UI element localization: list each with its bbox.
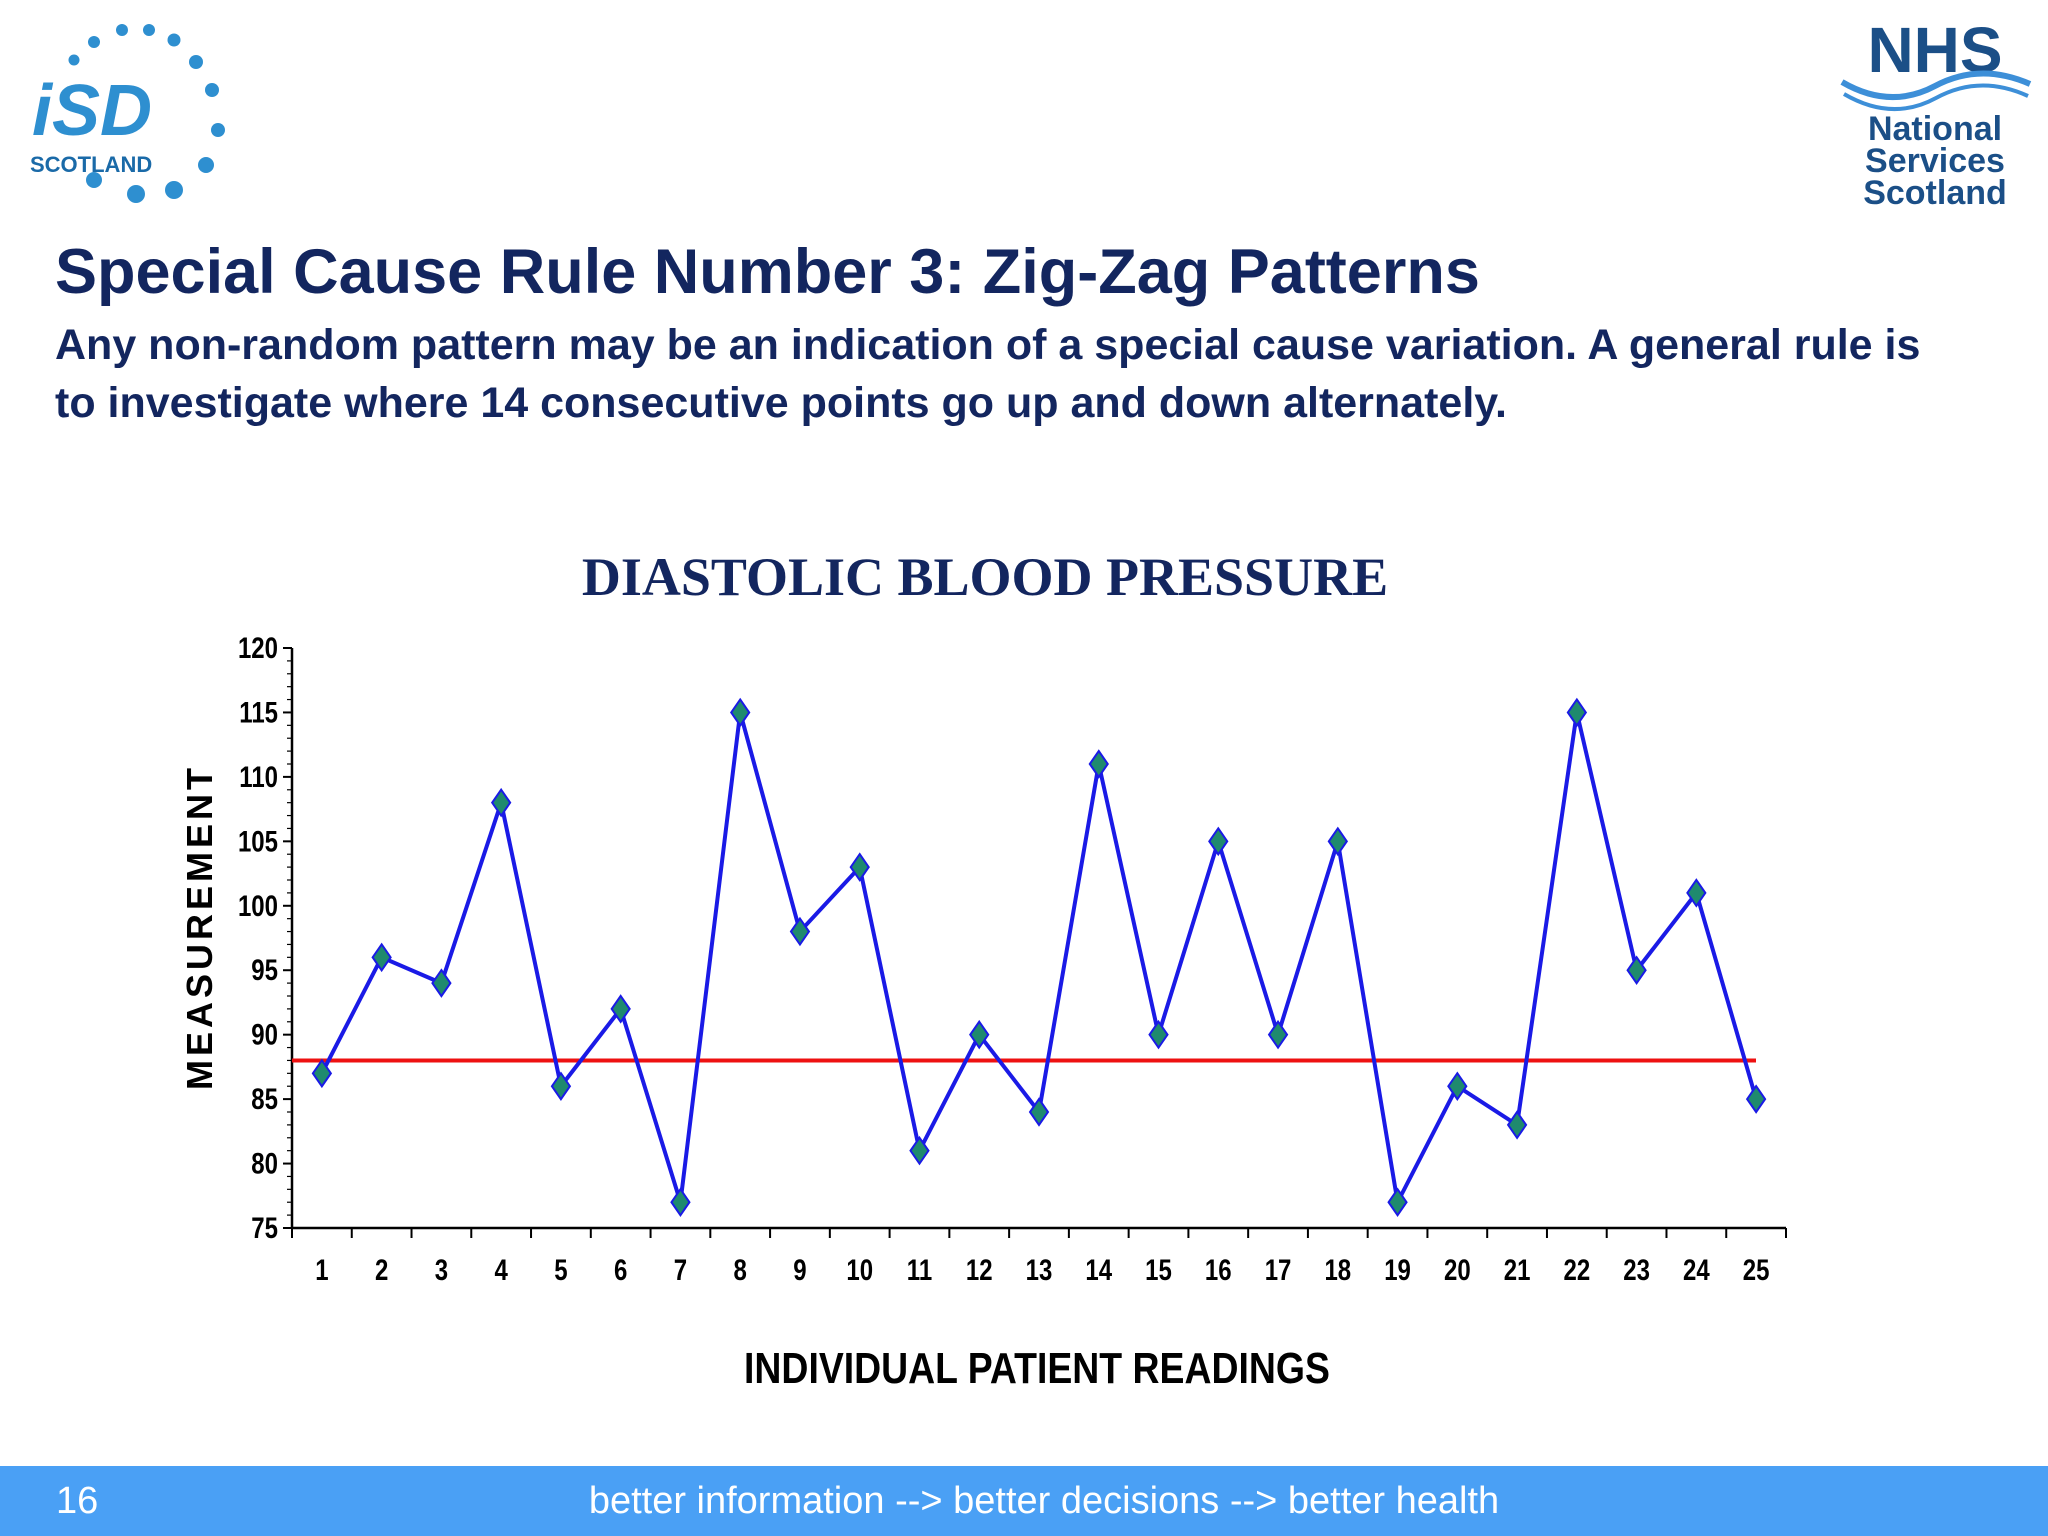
data-point-marker	[670, 1187, 691, 1217]
logo-dots-icon	[68, 24, 225, 203]
data-point-marker	[1447, 1071, 1468, 1101]
data-point-marker	[431, 968, 452, 998]
x-tick-label: 17	[1265, 1252, 1292, 1286]
diastolic-chart: DIASTOLIC BLOOD PRESSURE MEASUREMENT IND…	[179, 547, 1787, 1393]
data-point-marker	[729, 697, 751, 728]
y-tick-label: 90	[251, 1017, 278, 1051]
x-tick-label: 13	[1026, 1252, 1053, 1286]
x-tick-label: 14	[1085, 1252, 1112, 1286]
x-tick-label: 15	[1145, 1252, 1172, 1286]
isd-logo-text: iSD	[32, 71, 152, 151]
x-tick-label: 25	[1743, 1252, 1770, 1286]
data-point-marker	[849, 852, 870, 882]
x-tick-label: 19	[1384, 1252, 1411, 1286]
page-number: 16	[56, 1480, 99, 1522]
x-tick-label: 18	[1324, 1252, 1351, 1286]
x-tick-label: 1	[315, 1252, 328, 1286]
x-tick-label: 5	[554, 1252, 567, 1286]
data-point-marker	[371, 942, 392, 973]
footer-bar: 16 better information --> better decisio…	[0, 1466, 2048, 1536]
data-point-marker	[909, 1135, 930, 1166]
data-point-marker	[1566, 697, 1588, 728]
data-point-marker	[1327, 826, 1349, 857]
x-tick-label: 7	[674, 1252, 687, 1286]
chart-title: DIASTOLIC BLOOD PRESSURE	[582, 547, 1388, 607]
footer-tagline: better information --> better decisions …	[588, 1480, 1500, 1522]
data-point-marker	[610, 994, 631, 1024]
nhs-swoosh-icon	[1840, 70, 2032, 101]
y-tick-label: 100	[238, 888, 278, 922]
x-tick-label: 9	[793, 1252, 806, 1286]
data-point-marker	[311, 1058, 333, 1089]
x-tick-label: 20	[1444, 1252, 1471, 1286]
nhs-swoosh-icon	[1842, 83, 2029, 112]
x-tick-label: 10	[846, 1252, 873, 1286]
y-tick-label: 75	[251, 1210, 278, 1244]
data-point-marker	[1506, 1110, 1528, 1140]
data-point-marker	[789, 916, 811, 947]
y-tick-label: 115	[239, 695, 278, 729]
y-tick-label: 95	[251, 953, 278, 987]
y-tick-label: 80	[251, 1146, 278, 1180]
x-tick-label: 16	[1205, 1252, 1232, 1286]
data-point-marker	[969, 1019, 990, 1050]
x-tick-label: 12	[966, 1252, 993, 1286]
y-tick-label: 110	[239, 759, 278, 793]
series-line	[320, 710, 1759, 1205]
nhs-logo-line3: Scotland	[1863, 174, 2007, 212]
x-tick-label: 2	[375, 1252, 388, 1286]
nhs-logo-line1: National	[1868, 110, 2002, 148]
data-point-marker	[490, 787, 512, 818]
isd-logo-subtext: SCOTLAND	[30, 152, 152, 177]
x-tick-label: 24	[1683, 1252, 1710, 1286]
x-tick-label: 4	[494, 1252, 507, 1286]
nhs-logo: NHS National Services Scotland	[1840, 14, 2032, 212]
data-point-marker	[1686, 878, 1707, 908]
x-tick-label: 11	[907, 1252, 932, 1286]
data-point-marker	[1626, 955, 1647, 985]
nhs-logo-line2: Services	[1865, 142, 2005, 180]
y-tick-label: 105	[238, 824, 278, 858]
x-axis-label: INDIVIDUAL PATIENT READINGS	[744, 1343, 1330, 1393]
y-tick-label: 85	[251, 1082, 278, 1116]
data-point-marker	[550, 1071, 572, 1101]
y-axis-label: MEASUREMENT	[179, 764, 220, 1090]
x-tick-label: 6	[614, 1252, 627, 1286]
x-tick-label: 21	[1504, 1252, 1531, 1286]
data-point-marker	[1267, 1019, 1289, 1050]
x-tick-label: 8	[734, 1252, 747, 1286]
y-tick-label: 120	[238, 630, 278, 664]
slide-subtitle: Any non-random pattern may be an indicat…	[55, 321, 1921, 427]
data-point-marker	[1745, 1084, 1767, 1114]
slide-title: Special Cause Rule Number 3: Zig-Zag Pat…	[55, 237, 1480, 307]
data-point-marker	[1028, 1097, 1050, 1127]
x-tick-label: 3	[435, 1252, 448, 1286]
data-point-marker	[1387, 1187, 1408, 1217]
x-tick-label: 23	[1623, 1252, 1650, 1286]
data-point-marker	[1148, 1019, 1169, 1050]
data-point-marker	[1088, 749, 1109, 779]
isd-scotland-logo: iSD SCOTLAND	[30, 24, 225, 203]
x-tick-label: 22	[1563, 1252, 1590, 1286]
data-point-marker	[1208, 826, 1229, 857]
